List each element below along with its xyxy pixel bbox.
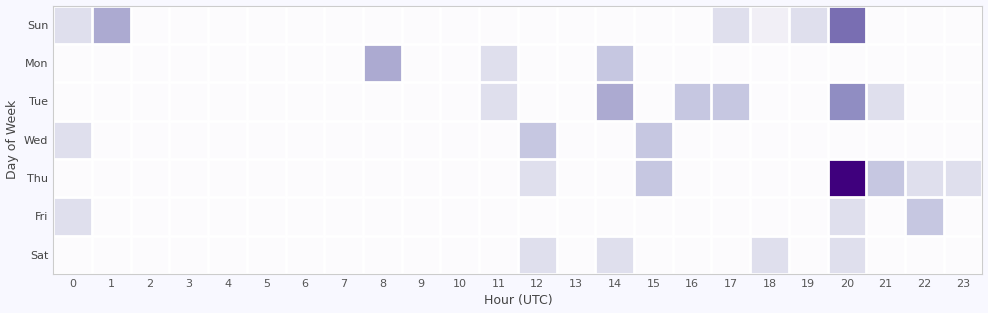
Y-axis label: Day of Week: Day of Week bbox=[6, 100, 19, 179]
X-axis label: Hour (UTC): Hour (UTC) bbox=[483, 295, 552, 307]
